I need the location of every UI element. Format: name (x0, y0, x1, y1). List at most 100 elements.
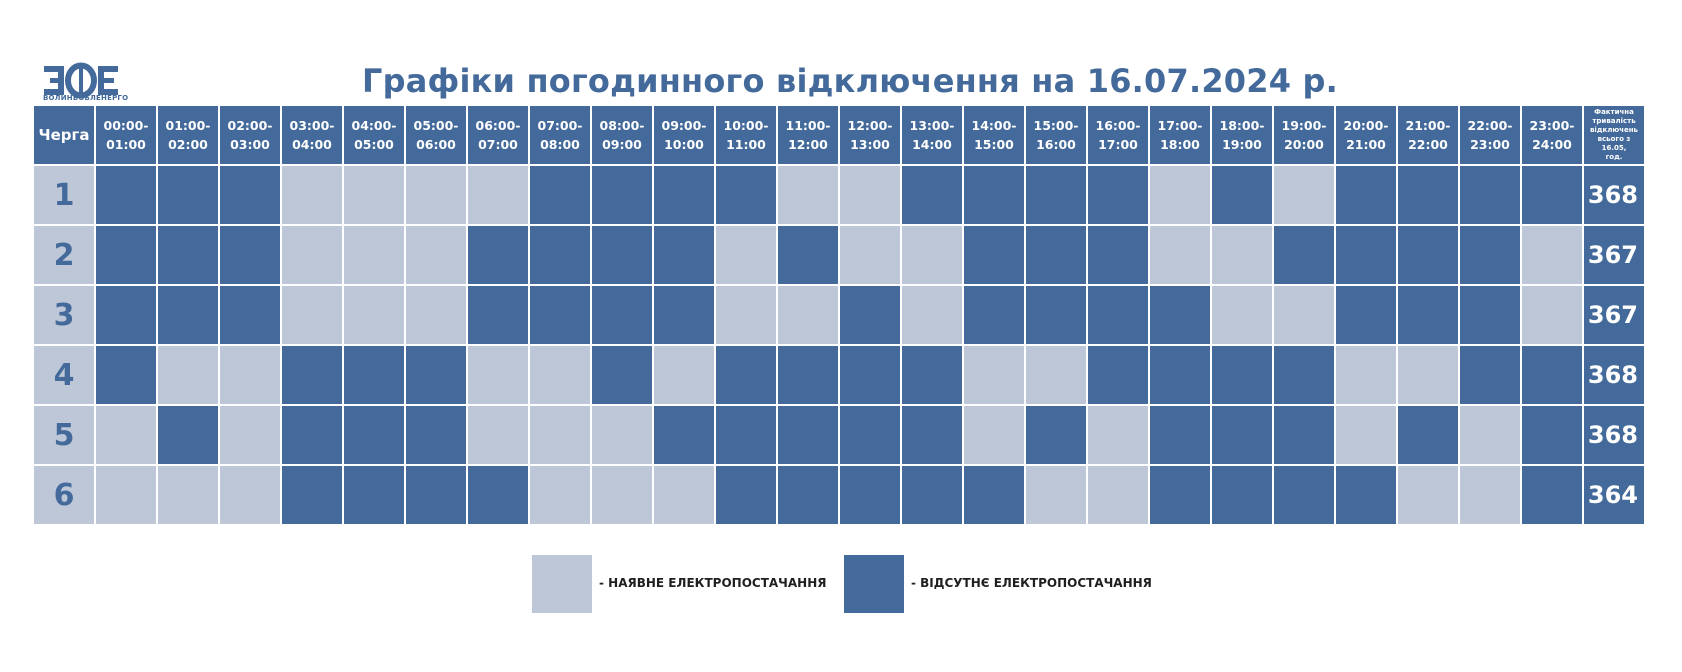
slot-power-available (218, 464, 282, 526)
slot-power-available (1024, 344, 1088, 406)
slot-power-absent (1210, 464, 1274, 526)
hour-start-label: 17:00- (1157, 118, 1203, 133)
legend-swatch-power-absent (844, 555, 904, 613)
slot-power-available (528, 464, 592, 526)
hour-column-header: 20:00- 21:00 (1334, 104, 1398, 166)
hour-column-header: 03:00- 04:00 (280, 104, 344, 166)
slot-power-available (156, 464, 220, 526)
hour-end-label: 07:00 (478, 137, 518, 152)
total-duration-header: Фактична тривалість відключень всього з 16.… (1582, 104, 1646, 166)
slot-power-available (1272, 164, 1336, 226)
slot-power-absent (218, 284, 282, 346)
slot-power-available (1458, 464, 1522, 526)
slot-power-absent (466, 224, 530, 286)
queue-total-hours: 368 (1582, 344, 1646, 406)
hour-start-label: 00:00- (103, 118, 149, 133)
queue-total-hours: 364 (1582, 464, 1646, 526)
slot-power-absent (466, 284, 530, 346)
hour-column-header: 06:00- 07:00 (466, 104, 530, 166)
hour-start-label: 15:00- (1033, 118, 1079, 133)
slot-power-absent (94, 284, 158, 346)
queue-total-hours: 367 (1582, 224, 1646, 286)
slot-power-absent (652, 404, 716, 466)
slot-power-absent (94, 224, 158, 286)
queue-number: 4 (32, 344, 96, 406)
slot-power-available (776, 164, 840, 226)
slot-power-absent (1396, 224, 1460, 286)
slot-power-absent (156, 224, 220, 286)
hour-end-label: 01:00 (106, 137, 146, 152)
slot-power-absent (1458, 344, 1522, 406)
schedule-body: 1 368 2 367 3 367 4 368 5 368 6 364 (32, 164, 1646, 526)
slot-power-available (838, 164, 902, 226)
hour-end-label: 16:00 (1036, 137, 1076, 152)
hour-start-label: 19:00- (1281, 118, 1327, 133)
hour-end-label: 05:00 (354, 137, 394, 152)
slot-power-available (404, 284, 468, 346)
total-header-line: Фактична (1594, 108, 1634, 116)
slot-power-absent (776, 404, 840, 466)
hour-end-label: 22:00 (1408, 137, 1448, 152)
hour-end-label: 15:00 (974, 137, 1014, 152)
hour-start-label: 02:00- (227, 118, 273, 133)
slot-power-available (528, 344, 592, 406)
slot-power-absent (466, 464, 530, 526)
hour-start-label: 18:00- (1219, 118, 1265, 133)
slot-power-available (776, 284, 840, 346)
slot-power-absent (962, 464, 1026, 526)
slot-power-absent (1024, 164, 1088, 226)
slot-power-available (652, 344, 716, 406)
slot-power-absent (1520, 404, 1584, 466)
slot-power-absent (1210, 164, 1274, 226)
hour-end-label: 02:00 (168, 137, 208, 152)
slot-power-absent (1272, 404, 1336, 466)
slot-power-absent (156, 164, 220, 226)
slot-power-available (280, 224, 344, 286)
slot-power-available (94, 404, 158, 466)
slot-power-available (528, 404, 592, 466)
slot-power-absent (156, 404, 220, 466)
slot-power-absent (1148, 284, 1212, 346)
hour-start-label: 04:00- (351, 118, 397, 133)
slot-power-absent (1396, 164, 1460, 226)
slot-power-absent (528, 224, 592, 286)
slot-power-absent (776, 464, 840, 526)
hour-column-header: 14:00- 15:00 (962, 104, 1026, 166)
queue-row: 6 364 (32, 464, 1646, 526)
queue-total-hours: 368 (1582, 404, 1646, 466)
slot-power-absent (218, 164, 282, 226)
slot-power-absent (776, 344, 840, 406)
hour-start-label: 03:00- (289, 118, 335, 133)
slot-power-absent (590, 164, 654, 226)
hour-column-header: 02:00- 03:00 (218, 104, 282, 166)
hour-column-header: 09:00- 10:00 (652, 104, 716, 166)
slot-power-available (714, 224, 778, 286)
hour-column-header: 16:00- 17:00 (1086, 104, 1150, 166)
hour-column-header: 18:00- 19:00 (1210, 104, 1274, 166)
queue-row: 3 367 (32, 284, 1646, 346)
slot-power-absent (1024, 284, 1088, 346)
slot-power-available (1210, 284, 1274, 346)
queue-row: 4 368 (32, 344, 1646, 406)
slot-power-absent (962, 164, 1026, 226)
slot-power-absent (838, 344, 902, 406)
hour-end-label: 04:00 (292, 137, 332, 152)
slot-power-absent (900, 404, 964, 466)
slot-power-available (714, 284, 778, 346)
slot-power-absent (94, 164, 158, 226)
slot-power-absent (1334, 464, 1398, 526)
slot-power-available (590, 464, 654, 526)
company-logo (44, 62, 118, 99)
slot-power-absent (714, 464, 778, 526)
slot-power-absent (1272, 464, 1336, 526)
slot-power-available (1086, 464, 1150, 526)
hour-column-header: 10:00- 11:00 (714, 104, 778, 166)
slot-power-available (466, 164, 530, 226)
legend-label-power-absent: - ВІДСУТНЄ ЕЛЕКТРОПОСТАЧАННЯ (911, 576, 1152, 590)
slot-power-absent (714, 404, 778, 466)
slot-power-absent (280, 344, 344, 406)
hour-start-label: 08:00- (599, 118, 645, 133)
hour-column-header: 04:00- 05:00 (342, 104, 406, 166)
slot-power-absent (342, 344, 406, 406)
hour-end-label: 06:00 (416, 137, 456, 152)
